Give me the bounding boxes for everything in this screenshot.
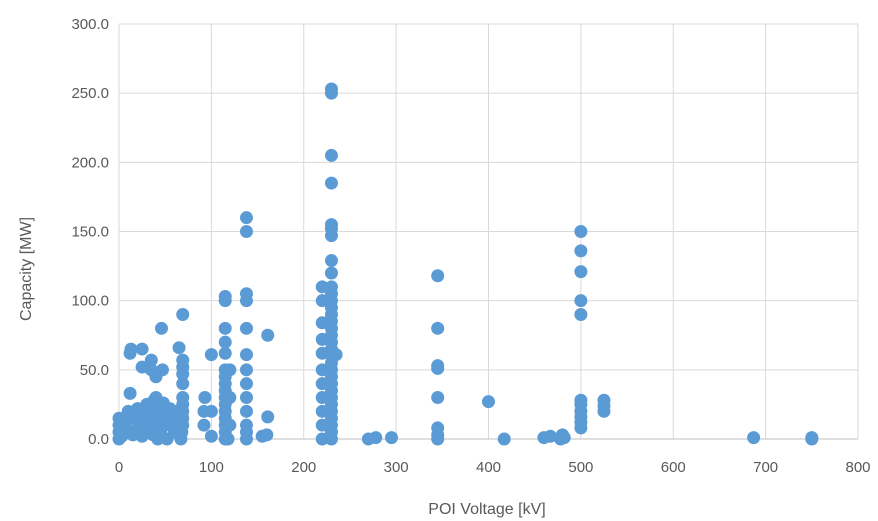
scatter-point bbox=[315, 294, 329, 308]
x-tick-label: 300 bbox=[384, 459, 409, 476]
scatter-point bbox=[239, 377, 253, 391]
x-tick-label: 800 bbox=[845, 459, 870, 476]
scatter-point bbox=[260, 428, 274, 442]
x-tick-label: 0 bbox=[115, 459, 123, 476]
scatter-point bbox=[315, 391, 329, 404]
scatter-point bbox=[223, 391, 237, 404]
scatter-point bbox=[204, 404, 218, 418]
scatter-point bbox=[431, 321, 445, 335]
x-tick-label: 700 bbox=[753, 459, 778, 476]
scatter-point bbox=[124, 342, 138, 356]
scatter-point bbox=[324, 266, 338, 280]
scatter-point bbox=[315, 363, 329, 377]
scatter-point bbox=[239, 404, 253, 418]
scatter-point bbox=[324, 82, 338, 96]
scatter-point bbox=[261, 410, 275, 424]
scatter-point bbox=[223, 418, 237, 432]
y-tick-label: 100.0 bbox=[71, 293, 109, 310]
scatter-point bbox=[261, 328, 275, 342]
scatter-point bbox=[497, 432, 511, 446]
x-tick-label: 600 bbox=[661, 459, 686, 476]
scatter-point bbox=[176, 377, 190, 391]
scatter-point bbox=[172, 341, 186, 355]
scatter-point bbox=[385, 431, 399, 445]
x-tick-label: 400 bbox=[476, 459, 501, 476]
y-tick-label: 250.0 bbox=[71, 85, 109, 102]
scatter-point bbox=[239, 348, 253, 362]
scatter-point bbox=[239, 321, 253, 335]
scatter-point bbox=[431, 391, 445, 404]
scatter-point bbox=[574, 393, 588, 407]
scatter-point bbox=[218, 321, 232, 335]
scatter-point bbox=[155, 363, 169, 377]
scatter-point bbox=[239, 225, 253, 238]
y-tick-label: 300.0 bbox=[71, 16, 109, 33]
scatter-point bbox=[431, 421, 445, 435]
scatter-point bbox=[431, 269, 445, 283]
scatter-point bbox=[482, 395, 495, 409]
y-tick-label: 200.0 bbox=[71, 154, 109, 171]
scatter-point bbox=[574, 265, 588, 279]
scatter-point bbox=[324, 176, 338, 190]
scatter-point bbox=[315, 404, 329, 418]
scatter-point bbox=[574, 225, 588, 238]
scatter-point bbox=[239, 211, 253, 225]
scatter-point bbox=[543, 429, 557, 443]
scatter-point bbox=[218, 290, 232, 304]
scatter-point bbox=[218, 346, 232, 360]
scatter-point bbox=[324, 280, 338, 294]
scatter-point bbox=[239, 363, 253, 377]
scatter-point bbox=[197, 418, 211, 432]
scatter-point bbox=[176, 308, 190, 321]
scatter-point bbox=[324, 254, 338, 268]
scatter-point bbox=[123, 386, 137, 400]
y-tick-label: 150.0 bbox=[71, 224, 109, 241]
scatter-point bbox=[135, 342, 149, 356]
scatter-point bbox=[315, 418, 329, 432]
x-tick-label: 100 bbox=[199, 459, 224, 476]
point-layer bbox=[112, 82, 819, 446]
scatter-point bbox=[315, 377, 329, 391]
scatter-point bbox=[176, 391, 190, 404]
scatter-point bbox=[204, 429, 218, 443]
y-tick-label: 50.0 bbox=[80, 362, 109, 379]
scatter-point bbox=[431, 359, 445, 373]
scatter-point bbox=[329, 348, 343, 362]
scatter-point bbox=[574, 244, 588, 258]
scatter-point bbox=[198, 391, 212, 404]
scatter-point bbox=[239, 287, 253, 301]
scatter-point bbox=[557, 431, 571, 445]
scatter-point bbox=[223, 363, 237, 377]
scatter-point bbox=[315, 432, 329, 446]
scatter-point bbox=[239, 418, 253, 432]
scatter-point bbox=[204, 348, 218, 362]
scatter-point bbox=[597, 393, 611, 407]
x-axis-title: POI Voltage [kV] bbox=[428, 501, 545, 518]
scatter-point bbox=[239, 391, 253, 404]
y-tick-label: 0.0 bbox=[88, 431, 109, 448]
scatter-point bbox=[221, 432, 235, 446]
scatter-point bbox=[574, 308, 588, 321]
scatter-point bbox=[805, 431, 819, 445]
scatter-point bbox=[315, 280, 329, 294]
scatter-point bbox=[176, 353, 190, 367]
scatter-point bbox=[218, 335, 232, 349]
scatter-point bbox=[324, 218, 338, 232]
scatter-point bbox=[144, 353, 158, 367]
scatter-point bbox=[747, 431, 761, 445]
scatter-point bbox=[324, 148, 338, 162]
y-axis-title: Capacity [MW] bbox=[18, 217, 35, 321]
scatter-point bbox=[369, 431, 383, 445]
x-tick-label: 500 bbox=[568, 459, 593, 476]
scatter-point bbox=[154, 321, 168, 335]
tick-layer: 0 100 200 300 400 500 600 700 800 0.0 50.0 100.0 150… bbox=[71, 16, 870, 476]
scatter-point bbox=[574, 294, 588, 308]
x-tick-label: 200 bbox=[291, 459, 316, 476]
